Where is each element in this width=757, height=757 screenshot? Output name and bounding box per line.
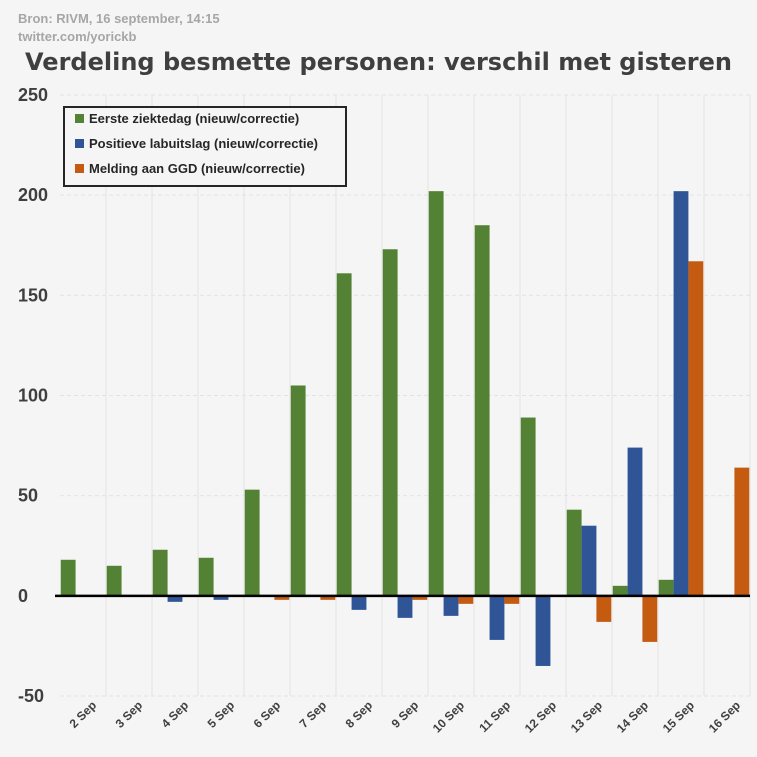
bar-1 bbox=[244, 489, 260, 596]
y-tick-label: 50 bbox=[18, 486, 38, 506]
bar-3 bbox=[596, 595, 612, 622]
bar-1 bbox=[520, 417, 536, 596]
bar-3 bbox=[734, 467, 750, 596]
bar-1 bbox=[60, 559, 76, 596]
bar-1 bbox=[658, 579, 674, 596]
bar-2 bbox=[351, 595, 367, 610]
legend-label: Melding aan GGD (nieuw/correctie) bbox=[89, 161, 305, 176]
source-text: Bron: RIVM, 16 september, 14:15 twitter.… bbox=[18, 10, 220, 46]
x-tick-label: 7 Sep bbox=[297, 698, 330, 731]
legend-box bbox=[63, 106, 347, 187]
y-tick-label: 150 bbox=[18, 285, 48, 305]
bar-2 bbox=[673, 191, 689, 596]
bar-1 bbox=[382, 249, 398, 596]
bar-3 bbox=[320, 595, 336, 600]
legend-swatch bbox=[75, 139, 84, 148]
x-tick-label: 3 Sep bbox=[113, 698, 146, 731]
chart-title: Verdeling besmette personen: verschil me… bbox=[25, 48, 732, 76]
bar-2 bbox=[213, 595, 229, 600]
y-tick-label: 200 bbox=[18, 185, 48, 205]
legend-label: Positieve labuitslag (nieuw/correctie) bbox=[89, 136, 318, 151]
bar-2 bbox=[489, 595, 505, 640]
x-tick-label: 12 Sep bbox=[522, 698, 559, 735]
x-tick-label: 15 Sep bbox=[660, 698, 697, 735]
legend-swatch bbox=[75, 114, 84, 123]
bar-1 bbox=[566, 509, 582, 596]
bar-3 bbox=[688, 261, 704, 596]
legend-label: Eerste ziektedag (nieuw/correctie) bbox=[89, 111, 299, 126]
y-tick-label: 250 bbox=[18, 85, 48, 105]
x-tick-label: 13 Sep bbox=[568, 698, 605, 735]
x-tick-label: 14 Sep bbox=[614, 698, 651, 735]
x-tick-label: 4 Sep bbox=[159, 698, 192, 731]
bar-3 bbox=[274, 595, 290, 600]
bar-2 bbox=[627, 447, 643, 596]
bar-3 bbox=[412, 595, 428, 600]
x-tick-label: 6 Sep bbox=[251, 698, 284, 731]
source-line-1: Bron: RIVM, 16 september, 14:15 bbox=[18, 11, 220, 26]
source-line-2: twitter.com/yorickb bbox=[18, 29, 137, 44]
y-tick-label: 100 bbox=[18, 386, 48, 406]
bar-1 bbox=[474, 225, 490, 596]
x-tick-label: 8 Sep bbox=[343, 698, 376, 731]
bar-2 bbox=[167, 595, 183, 602]
bar-1 bbox=[428, 191, 444, 596]
bar-2 bbox=[443, 595, 459, 616]
bar-1 bbox=[106, 565, 122, 596]
x-tick-label: 11 Sep bbox=[476, 698, 513, 735]
bar-2 bbox=[535, 595, 551, 666]
x-tick-label: 16 Sep bbox=[706, 698, 743, 735]
bar-1 bbox=[612, 585, 628, 596]
bar-3 bbox=[458, 595, 474, 604]
bar-2 bbox=[397, 595, 413, 618]
x-tick-label: 9 Sep bbox=[389, 698, 422, 731]
x-tick-label: 2 Sep bbox=[67, 698, 100, 731]
bar-3 bbox=[642, 595, 658, 642]
bar-2 bbox=[581, 525, 597, 596]
x-tick-label: 10 Sep bbox=[430, 698, 467, 735]
bar-1 bbox=[152, 549, 168, 596]
legend-swatch bbox=[75, 164, 84, 173]
y-tick-label: 0 bbox=[18, 586, 28, 606]
bar-3 bbox=[504, 595, 520, 604]
bar-1 bbox=[290, 385, 306, 596]
bar-1 bbox=[198, 557, 214, 596]
x-tick-label: 5 Sep bbox=[205, 698, 238, 731]
y-tick-label: -50 bbox=[18, 686, 44, 706]
bar-1 bbox=[336, 273, 352, 596]
